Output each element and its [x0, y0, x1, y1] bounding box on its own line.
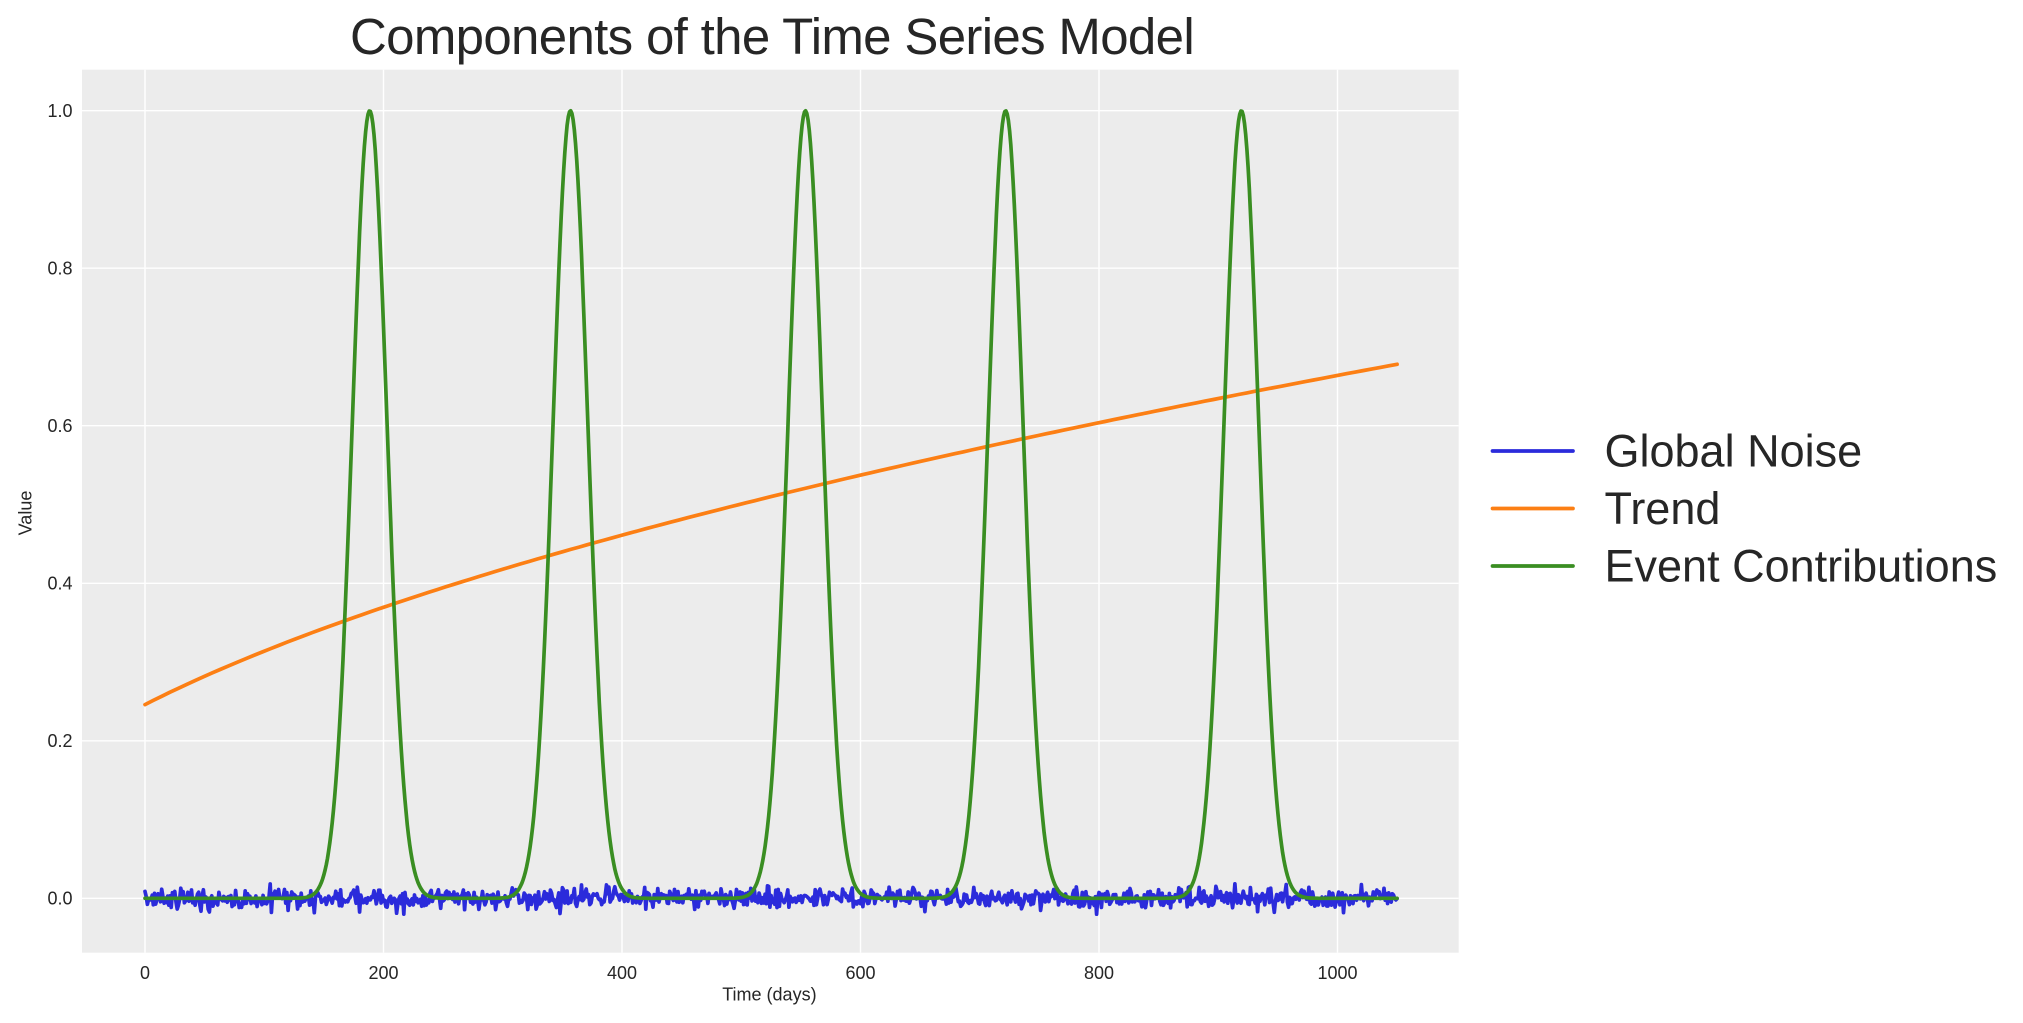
svg-text:Value: Value — [16, 491, 36, 536]
svg-text:Time (days): Time (days) — [722, 984, 816, 1004]
svg-text:Components of the Time Series: Components of the Time Series Model — [350, 8, 1194, 65]
svg-text:400: 400 — [607, 963, 637, 983]
svg-text:0: 0 — [140, 963, 150, 983]
svg-text:0.0: 0.0 — [47, 889, 72, 909]
svg-text:0.8: 0.8 — [47, 259, 72, 279]
svg-text:Global Noise: Global Noise — [1605, 426, 1863, 477]
svg-text:Event Contributions: Event Contributions — [1605, 541, 1998, 592]
svg-text:0.6: 0.6 — [47, 416, 72, 436]
svg-text:1.0: 1.0 — [47, 101, 72, 121]
svg-text:0.2: 0.2 — [47, 731, 72, 751]
svg-text:200: 200 — [368, 963, 398, 983]
svg-text:800: 800 — [1084, 963, 1114, 983]
svg-text:600: 600 — [845, 963, 875, 983]
svg-text:Trend: Trend — [1605, 483, 1721, 534]
svg-text:1000: 1000 — [1317, 963, 1357, 983]
svg-text:0.4: 0.4 — [47, 574, 72, 594]
